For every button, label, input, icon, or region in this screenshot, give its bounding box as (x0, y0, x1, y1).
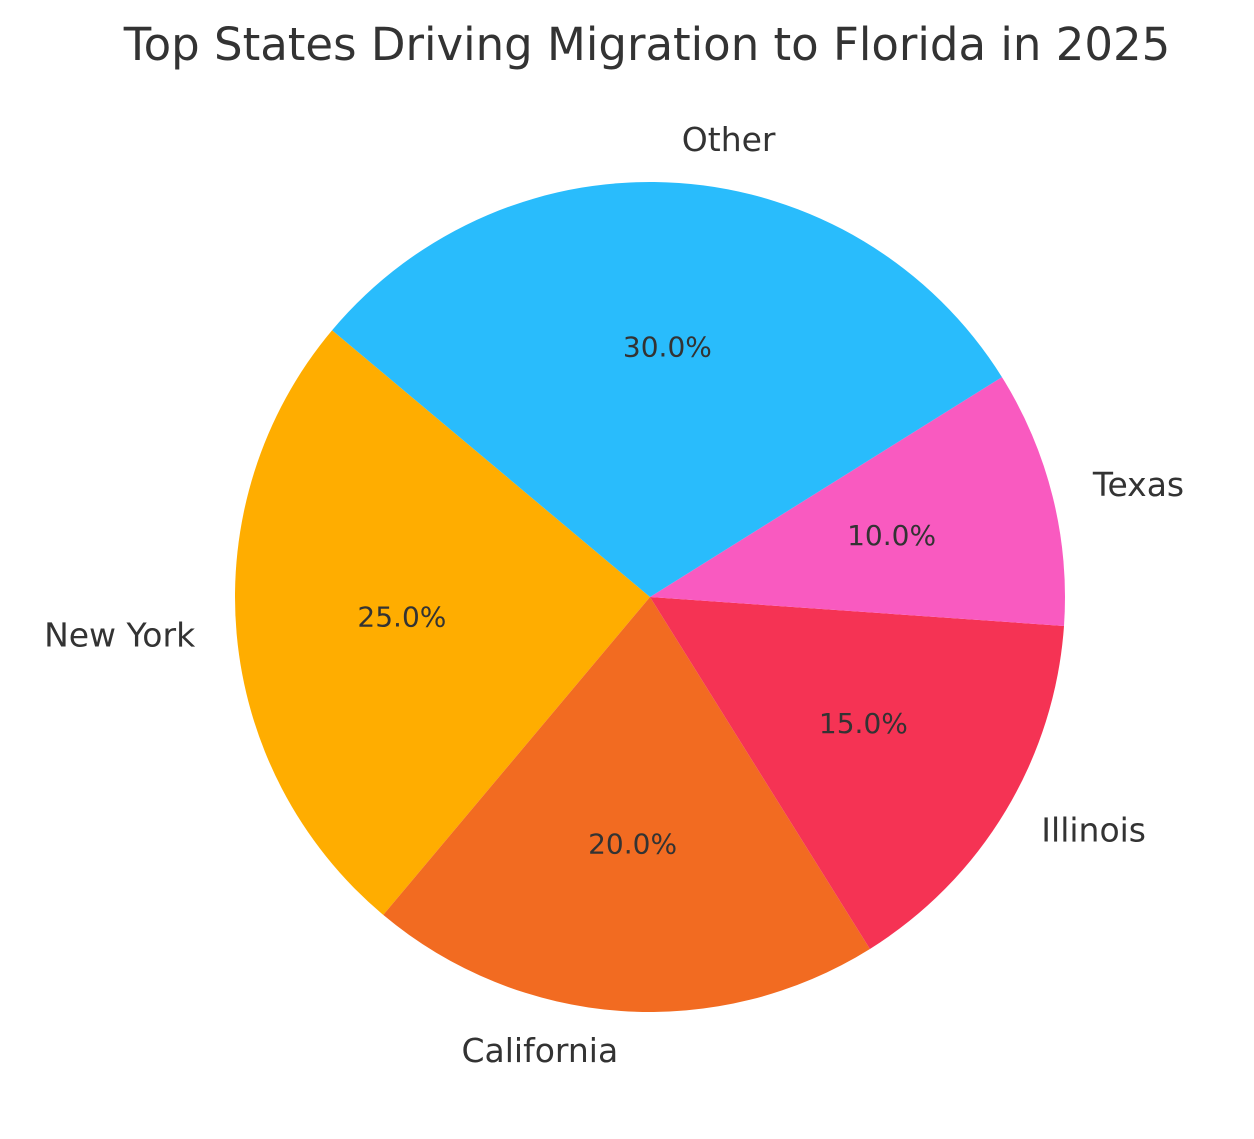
pie-slice-texas (650, 377, 1066, 626)
pie-slice-other (332, 181, 1002, 597)
slice-pct-illinois: 15.0% (819, 707, 908, 740)
chart-title: Top States Driving Migration to Florida … (123, 18, 1170, 71)
pie-slice-california (383, 597, 870, 1013)
pie-slice-new-york (234, 330, 651, 915)
slice-label-other: Other (682, 120, 776, 159)
slice-pct-new-york: 25.0% (357, 601, 446, 634)
pie-labels: New York 25.0% California 20.0% Illinois 15.0… (44, 120, 1184, 1070)
slice-label-new-york: New York (44, 615, 196, 654)
pie-slice-illinois (650, 597, 1064, 949)
slice-label-california: California (461, 1031, 618, 1070)
slice-pct-texas: 10.0% (847, 519, 936, 552)
slice-pct-california: 20.0% (588, 827, 677, 860)
slice-pct-other: 30.0% (623, 331, 712, 364)
pie-slices (234, 181, 1066, 1013)
slice-label-texas: Texas (1092, 465, 1184, 504)
slice-label-illinois: Illinois (1041, 811, 1146, 850)
